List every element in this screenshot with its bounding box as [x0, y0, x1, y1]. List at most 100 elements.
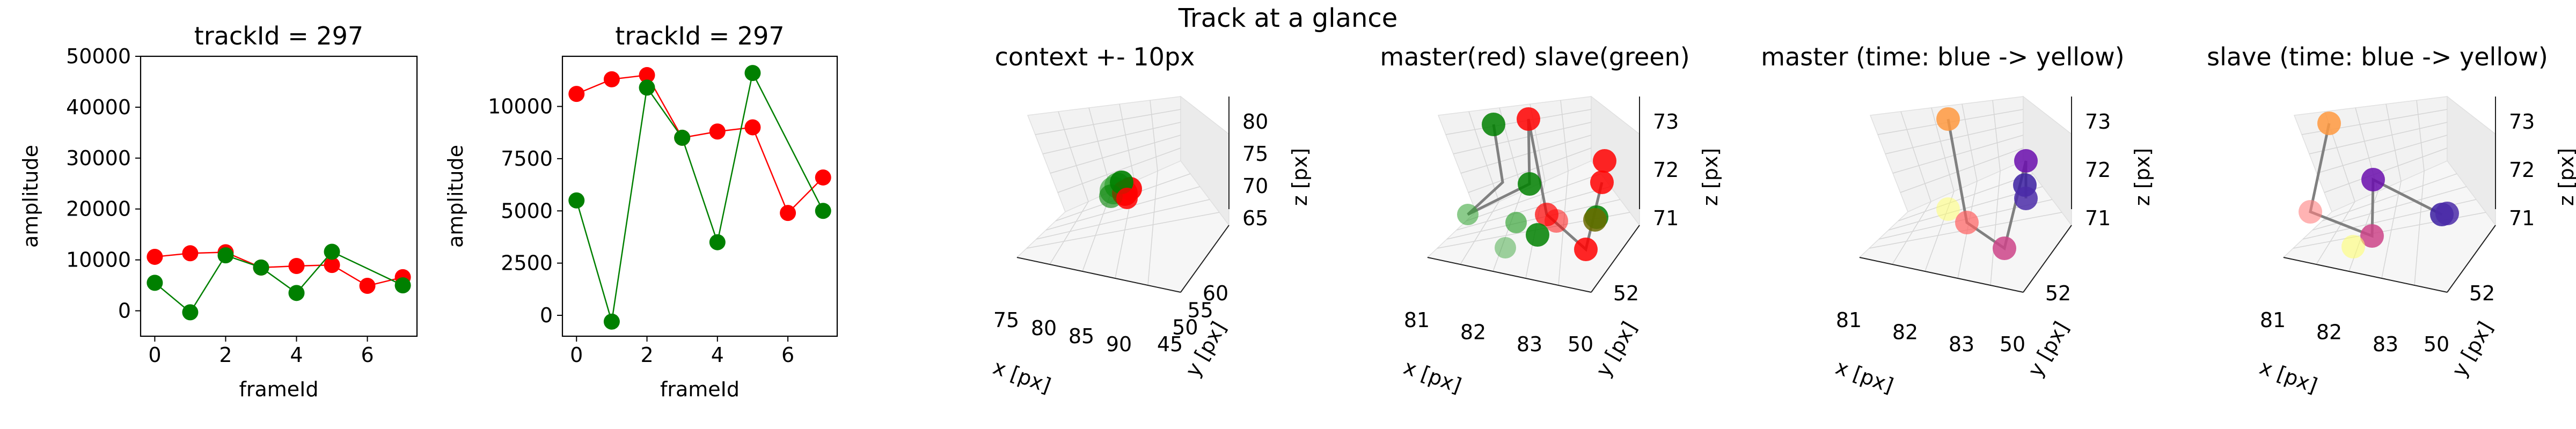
master-grid-line — [1885, 122, 2024, 154]
ctx-ztick-label: 75 — [1242, 142, 1268, 166]
ctx-grid-line — [1049, 201, 1089, 265]
amp2-xtick-label: 0 — [570, 343, 583, 367]
master-grid-line — [1990, 171, 2001, 286]
master-xtick-label: 83 — [1949, 332, 1974, 356]
master-grid-line — [1892, 135, 2024, 174]
amp1-series-1-point — [147, 275, 163, 291]
ms-ytick-label: 50 — [1568, 332, 1593, 356]
ctx-xtick-label: 90 — [1106, 332, 1132, 356]
ms-marker — [1583, 208, 1607, 232]
amp2-series-1-point — [674, 129, 691, 146]
ms-y-axis-line — [1591, 225, 1640, 293]
master-ylabel: y [px] — [2023, 317, 2074, 381]
amp1-xtick-label: 6 — [361, 343, 374, 367]
ctx-ytick-label: 60 — [1203, 282, 1228, 305]
slave-ytick-label: 50 — [2424, 332, 2449, 356]
slave-x-axis-line — [2283, 257, 2448, 293]
ctx-xtick-label: 75 — [993, 308, 1019, 332]
ctx-grid-line — [1050, 135, 1181, 174]
ctx-markers — [1099, 171, 1142, 209]
ms-ztick-label: 71 — [1653, 206, 1679, 230]
ctx-ztick-label: 65 — [1242, 206, 1268, 230]
amp2-ytick-label: 5000 — [501, 199, 553, 223]
amp1-series-0-point — [324, 257, 340, 273]
slave-grid-line — [2385, 103, 2402, 182]
ms-grid-line — [1453, 122, 1592, 154]
amp2-series-1-point — [639, 79, 655, 96]
amp1-title: trackId = 297 — [194, 21, 363, 50]
slave-xtick-label: 81 — [2260, 308, 2286, 332]
amp2-series-0-point — [815, 169, 831, 186]
ms-ylabel: y [px] — [1591, 317, 1642, 381]
ms-marker — [1545, 209, 1568, 233]
master-ztick-label: 71 — [2085, 206, 2111, 230]
master-xtick-label: 82 — [1892, 321, 1918, 344]
master-marker — [1936, 197, 1960, 221]
slave-marker — [2317, 112, 2341, 135]
ms-xtick-label: 82 — [1460, 321, 1486, 344]
amp2-series-0-point — [744, 119, 761, 136]
ms-grid-line — [1460, 201, 1499, 265]
amp1-series-1-point — [394, 277, 411, 294]
master-grid-line — [1992, 100, 2001, 172]
amp1-ytick-label: 10000 — [66, 248, 131, 272]
ms-marker — [1590, 171, 1614, 194]
amp2-series-1-point — [568, 192, 585, 209]
slave-grid-line — [2316, 201, 2355, 265]
slave-ztick-label: 72 — [2509, 158, 2535, 182]
master-ztick-label: 73 — [2085, 110, 2111, 134]
ctx-xtick-label: 80 — [1031, 316, 1057, 340]
ms-ytick-label: 52 — [1613, 282, 1639, 305]
ctx-grid-line — [1036, 199, 1210, 240]
amp2-series-1-point — [744, 65, 761, 82]
master-marker — [1993, 236, 2016, 260]
ctx-zlabel: z [px] — [1288, 148, 1312, 206]
master-grid-line — [1900, 111, 1931, 202]
amp1-series-1-point — [253, 259, 269, 276]
master-grid-line — [1892, 201, 1931, 265]
amp2-series-0-point — [568, 86, 585, 102]
ms-grid-line — [1460, 135, 1592, 174]
ctx-grid-line — [1035, 109, 1181, 135]
amp1-xtick-label: 0 — [148, 343, 161, 367]
amp1-xlabel: frameId — [239, 378, 318, 401]
slave-marker — [2360, 224, 2384, 248]
slave-grid-line — [2416, 100, 2425, 172]
ms-markers — [1457, 107, 1616, 261]
ctx-grid-line — [1147, 171, 1158, 286]
ms-marker — [1574, 238, 1598, 261]
slave-xtick-label: 82 — [2316, 321, 2342, 344]
slave-xtick-label: 83 — [2373, 332, 2398, 356]
slave-marker — [2299, 200, 2322, 224]
master-grid-line — [1898, 173, 2033, 221]
ms-xlabel: x [px] — [1401, 355, 1465, 397]
amp1-series-0-point — [147, 248, 163, 265]
slave-xlabel: x [px] — [2257, 355, 2321, 397]
amp1-axes-frame — [140, 55, 418, 337]
amp1-xtick-label: 2 — [219, 343, 232, 367]
slave-ztick-label: 71 — [2509, 206, 2535, 230]
ctx-grid-line — [1119, 103, 1135, 182]
amp2-series-0-point — [603, 71, 620, 87]
ctx-grid-line — [1042, 122, 1181, 154]
ctx-xtick-label: 85 — [1069, 324, 1094, 348]
master-ztick-label: 72 — [2085, 158, 2111, 182]
master-xlabel: x [px] — [1833, 355, 1897, 397]
amp2-series-1-point — [709, 234, 726, 250]
slave-ylabel: y [px] — [2447, 317, 2498, 381]
ctx-ztick-label: 80 — [1242, 110, 1268, 134]
amp2-ylabel: amplitude — [444, 145, 467, 248]
slave-zlabel: z [px] — [2555, 148, 2576, 206]
slave-grid-line — [2324, 147, 2448, 193]
ctx-grid-line — [1057, 147, 1181, 193]
amp1-series-1-point — [288, 285, 305, 301]
amp1-ytick-label: 0 — [118, 299, 131, 323]
amp1-plot: trackId = 297 0 2 4 6 0 10000 20000 30000 40000 50… — [19, 21, 418, 401]
ms-xtick-label: 83 — [1517, 332, 1542, 356]
amp1-series-0-point — [288, 258, 305, 275]
ms-grid-line — [1492, 191, 1523, 272]
amp1-ytick-label: 20000 — [66, 197, 131, 221]
ms-marker — [1505, 212, 1527, 233]
amp1-series-0-point — [359, 278, 376, 294]
